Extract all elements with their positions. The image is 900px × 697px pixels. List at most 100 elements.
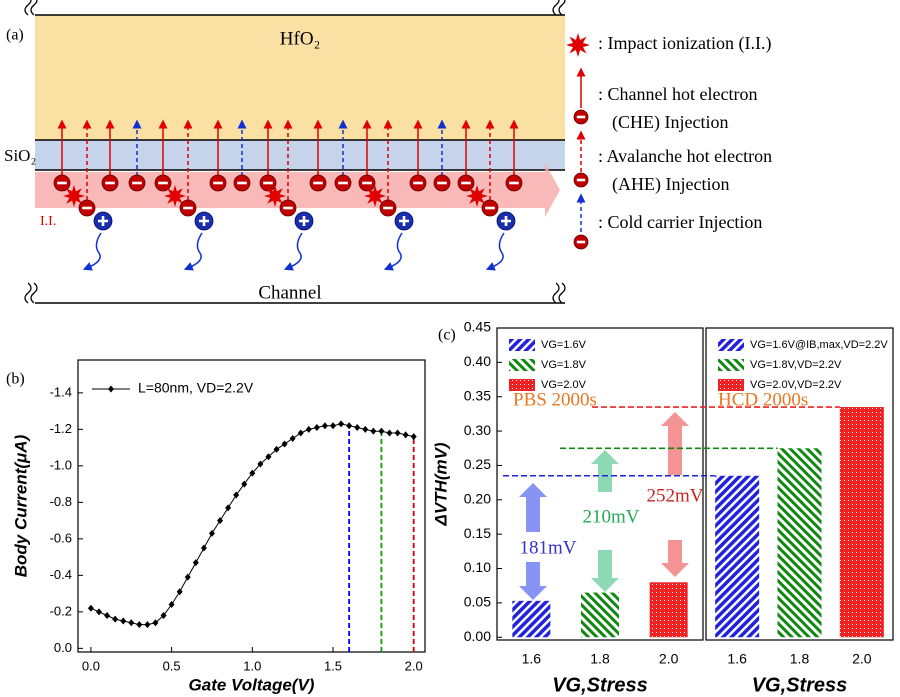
break-mark bbox=[24, 282, 38, 304]
plot-frame bbox=[496, 327, 704, 641]
y-tick-label: 0.30 bbox=[464, 422, 491, 438]
minus-sign bbox=[82, 206, 92, 210]
x-tick-label: 0.5 bbox=[163, 658, 181, 673]
point bbox=[120, 617, 127, 625]
break-mark bbox=[552, 282, 566, 304]
point bbox=[362, 425, 369, 433]
point bbox=[104, 612, 111, 619]
point bbox=[208, 529, 215, 537]
y-tick-label: -1.0 bbox=[50, 457, 72, 472]
shift-arrow bbox=[661, 540, 689, 577]
minus-sign bbox=[313, 181, 323, 185]
legend-label: VG=1.8V,VD=2.2V bbox=[750, 359, 842, 371]
ionization-star bbox=[566, 33, 590, 57]
minus-sign bbox=[576, 240, 586, 244]
bar bbox=[581, 592, 619, 638]
point bbox=[249, 469, 256, 477]
bar bbox=[777, 448, 822, 638]
x-axis-title: VG,Stress bbox=[752, 674, 848, 696]
y-axis-title: Body Current(μA) bbox=[11, 434, 30, 577]
annotation: 181mV bbox=[520, 537, 577, 558]
panel-title: PBS 2000s bbox=[513, 389, 597, 410]
y-tick-label: 0.45 bbox=[464, 319, 491, 335]
legend-text: (CHE) Injection bbox=[612, 112, 728, 133]
point bbox=[321, 422, 328, 430]
legend-swatch bbox=[509, 359, 535, 371]
legend-text: : Cold carrier Injection bbox=[598, 212, 762, 232]
minus-sign bbox=[509, 181, 519, 185]
plot-frame bbox=[705, 327, 894, 641]
y-tick-label: -0.2 bbox=[50, 603, 72, 618]
carrier-path bbox=[82, 232, 102, 271]
minus-sign bbox=[283, 206, 293, 210]
break-mark bbox=[24, 0, 38, 16]
point bbox=[289, 434, 296, 442]
minus-sign bbox=[338, 181, 348, 185]
shift-arrow bbox=[591, 450, 619, 492]
shift-arrow bbox=[591, 550, 619, 592]
ii-label: I.I. bbox=[40, 214, 56, 229]
shift-arrow bbox=[661, 412, 689, 475]
y-tick-label: 0.35 bbox=[464, 387, 491, 403]
panel-label: (a) bbox=[6, 27, 24, 44]
minus-sign bbox=[105, 181, 115, 185]
x-tick-label: 1.8 bbox=[590, 651, 610, 667]
y-axis-title: ΔVTH(mV) bbox=[431, 442, 450, 527]
plus-sign bbox=[199, 216, 209, 226]
y-tick-label: -0.6 bbox=[50, 530, 72, 545]
legend-marker bbox=[108, 385, 114, 393]
minus-sign bbox=[576, 178, 586, 182]
panel-label: (c) bbox=[438, 327, 456, 344]
panel-label: (b) bbox=[6, 371, 25, 388]
y-tick-label: 0.25 bbox=[464, 456, 491, 472]
ionization-star bbox=[466, 185, 488, 207]
minus-sign bbox=[485, 206, 495, 210]
legend-label: VG=1.8V bbox=[541, 359, 587, 371]
point bbox=[257, 460, 264, 468]
point bbox=[378, 427, 385, 435]
y-tick-label: 0.05 bbox=[464, 594, 491, 610]
shift-arrow bbox=[519, 483, 547, 532]
plus-sign bbox=[501, 216, 511, 226]
point bbox=[160, 612, 167, 619]
point bbox=[225, 504, 232, 512]
plus-sign bbox=[98, 216, 108, 226]
y-tick-label: -0.8 bbox=[50, 494, 72, 509]
point bbox=[394, 429, 401, 437]
legend-swatch bbox=[509, 379, 535, 391]
legend-label: VG=2.0V bbox=[541, 379, 587, 391]
legend-swatch bbox=[718, 339, 744, 351]
carrier-path bbox=[283, 232, 303, 271]
point bbox=[112, 615, 119, 623]
x-tick-label: 2.0 bbox=[405, 658, 423, 673]
y-tick-label: -1.4 bbox=[50, 384, 72, 399]
plus-sign bbox=[399, 216, 409, 226]
x-axis-title: VG,Stress bbox=[552, 674, 648, 696]
bar bbox=[839, 407, 884, 638]
minus-sign bbox=[437, 181, 447, 185]
point bbox=[152, 619, 159, 627]
point bbox=[346, 422, 353, 430]
x-tick-label: 2.0 bbox=[659, 651, 679, 667]
series-line bbox=[90, 423, 414, 626]
ionization-star bbox=[264, 185, 286, 207]
y-tick-label: 0.00 bbox=[464, 628, 491, 644]
point bbox=[233, 491, 240, 499]
point bbox=[402, 431, 409, 439]
ionization-star bbox=[164, 185, 186, 207]
hfo2-layer bbox=[35, 15, 565, 140]
layer-label: HfO₂ bbox=[280, 28, 320, 49]
x-tick-label: 1.5 bbox=[324, 658, 342, 673]
minus-sign bbox=[461, 181, 471, 185]
x-tick-label: 2.0 bbox=[852, 651, 872, 667]
point bbox=[192, 559, 199, 567]
point bbox=[136, 621, 143, 629]
minus-sign bbox=[263, 181, 273, 185]
point bbox=[168, 601, 175, 609]
minus-sign bbox=[237, 181, 247, 185]
minus-sign bbox=[213, 181, 223, 185]
minus-sign bbox=[183, 206, 193, 210]
point bbox=[410, 433, 417, 441]
point bbox=[128, 619, 135, 627]
legend-label: VG=1.6V bbox=[541, 339, 587, 351]
